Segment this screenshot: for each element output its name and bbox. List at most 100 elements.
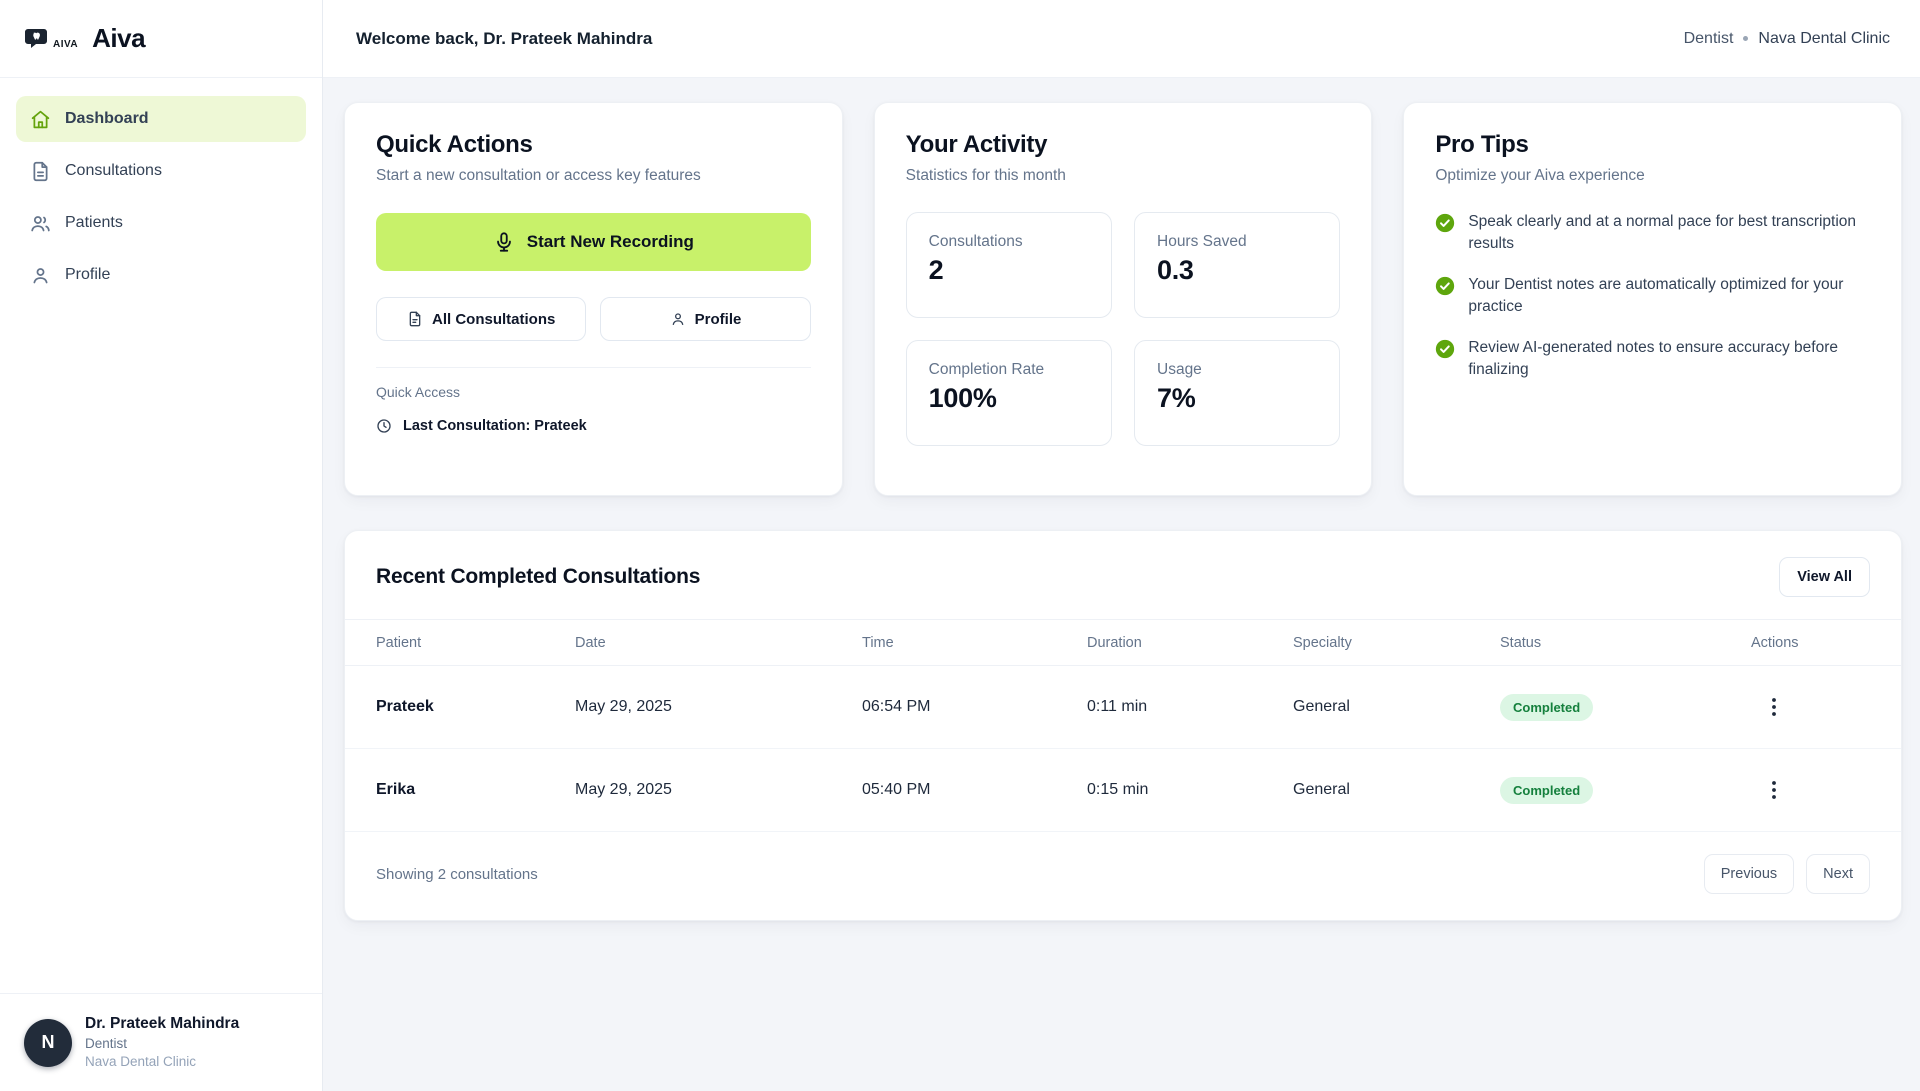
table-footer: Showing 2 consultations Previous Next bbox=[345, 832, 1901, 920]
quick-actions-subtitle: Start a new consultation or access key f… bbox=[376, 167, 701, 184]
last-consultation-link[interactable]: Last Consultation: Prateek bbox=[376, 418, 811, 434]
sidebar-item-label: Patients bbox=[65, 214, 123, 231]
sidebar-item-profile[interactable]: Profile bbox=[16, 252, 306, 298]
cell-status: Completed bbox=[1500, 693, 1751, 721]
brand-name: Aiva bbox=[92, 23, 146, 53]
quick-access-label: Quick Access bbox=[376, 384, 461, 400]
stat-hours-saved: Hours Saved 0.3 bbox=[1134, 212, 1341, 318]
status-badge: Completed bbox=[1500, 693, 1594, 721]
next-page-button[interactable]: Next bbox=[1806, 854, 1870, 894]
last-consultation-label: Last Consultation: Prateek bbox=[403, 418, 587, 434]
cell-specialty: General bbox=[1293, 781, 1350, 798]
quick-actions-card: Quick Actions Start a new consultation o… bbox=[344, 102, 843, 496]
sidebar-item-consultations[interactable]: Consultations bbox=[16, 148, 306, 194]
cell-specialty: General bbox=[1293, 698, 1350, 715]
microphone-icon bbox=[496, 232, 511, 252]
sidebar-item-patients[interactable]: Patients bbox=[16, 200, 306, 246]
stat-value: 7% bbox=[1157, 383, 1196, 413]
stat-label: Consultations bbox=[928, 233, 1023, 250]
quick-actions-secondary-row: All Consultations Profile bbox=[376, 297, 811, 341]
sidebar: AIVA Aiva Dashboard Consultations Patien… bbox=[0, 0, 323, 1091]
table-column-headers: Patient Date Time Duration Specialty Sta… bbox=[345, 619, 1901, 666]
stat-value: 100% bbox=[928, 383, 997, 413]
column-header-date: Date bbox=[575, 634, 606, 651]
sidebar-user-card[interactable]: N Dr. Prateek Mahindra Dentist Nava Dent… bbox=[0, 993, 322, 1091]
cell-patient: Erika bbox=[376, 781, 416, 798]
table-header: Recent Completed Consultations View All bbox=[345, 531, 1901, 619]
sidebar-nav: Dashboard Consultations Patients Profile bbox=[0, 78, 322, 316]
row-actions-menu-button[interactable] bbox=[1759, 775, 1789, 805]
activity-card: Your Activity Statistics for this month … bbox=[873, 102, 1373, 496]
column-header-duration: Duration bbox=[1087, 634, 1142, 651]
tip-text: Speak clearly and at a normal pace for b… bbox=[1468, 213, 1857, 253]
summary-cards-row: Quick Actions Start a new consultation o… bbox=[344, 102, 1903, 496]
stat-consultations: Consultations 2 bbox=[905, 212, 1112, 318]
sidebar-user-info: Dr. Prateek Mahindra Dentist Nava Dental… bbox=[85, 1014, 239, 1071]
document-icon bbox=[409, 311, 421, 327]
table-row[interactable]: Erika May 29, 2025 05:40 PM 0:15 min Gen… bbox=[345, 749, 1901, 832]
sidebar-item-label: Profile bbox=[65, 266, 111, 283]
tip-item: Your Dentist notes are automatically opt… bbox=[1435, 274, 1870, 319]
pro-tips-subtitle: Optimize your Aiva experience bbox=[1435, 167, 1645, 184]
activity-stats-grid: Consultations 2 Hours Saved 0.3 Completi… bbox=[905, 212, 1341, 446]
user-icon bbox=[672, 313, 684, 325]
all-consultations-label: All Consultations bbox=[432, 310, 556, 328]
status-badge: Completed bbox=[1500, 776, 1594, 804]
sidebar-item-dashboard[interactable]: Dashboard bbox=[16, 96, 306, 142]
tip-item: Speak clearly and at a normal pace for b… bbox=[1435, 211, 1870, 256]
tip-item: Review AI-generated notes to ensure accu… bbox=[1435, 337, 1870, 382]
users-icon bbox=[31, 215, 50, 231]
pro-tips-title: Pro Tips bbox=[1435, 131, 1529, 158]
quick-actions-title: Quick Actions bbox=[376, 131, 533, 158]
home-icon bbox=[31, 110, 50, 128]
check-circle-icon bbox=[1436, 276, 1455, 296]
cell-date: May 29, 2025 bbox=[575, 781, 672, 798]
aiva-logo-icon: AIVA bbox=[24, 26, 78, 52]
tip-text: Your Dentist notes are automatically opt… bbox=[1468, 275, 1844, 316]
stat-usage: Usage 7% bbox=[1134, 340, 1341, 446]
document-icon bbox=[33, 161, 48, 181]
app-logo: AIVA Aiva bbox=[0, 0, 322, 78]
topbar-user-context: Dentist Nava Dental Clinic bbox=[1684, 30, 1890, 48]
avatar: N bbox=[24, 1018, 72, 1067]
pro-tips-card: Pro Tips Optimize your Aiva experience S… bbox=[1403, 102, 1903, 496]
check-circle-icon bbox=[1436, 213, 1455, 233]
cell-actions bbox=[1751, 692, 1870, 722]
start-new-recording-button[interactable]: Start New Recording bbox=[376, 213, 811, 271]
stat-label: Hours Saved bbox=[1157, 233, 1247, 250]
sidebar-item-label: Consultations bbox=[65, 162, 162, 179]
header-role: Dentist bbox=[1683, 29, 1734, 47]
table-title: Recent Completed Consultations bbox=[376, 565, 701, 588]
cell-actions bbox=[1751, 775, 1870, 805]
start-new-recording-label: Start New Recording bbox=[526, 232, 694, 251]
vertical-ellipsis-icon bbox=[1772, 698, 1776, 716]
cell-duration: 0:15 min bbox=[1087, 781, 1149, 798]
vertical-ellipsis-icon bbox=[1772, 781, 1776, 799]
clock-icon bbox=[377, 419, 391, 433]
previous-page-button[interactable]: Previous bbox=[1703, 854, 1795, 894]
pagination: Previous Next bbox=[1703, 854, 1870, 894]
dot-separator bbox=[1743, 36, 1749, 41]
recent-consultations-card: Recent Completed Consultations View All … bbox=[344, 530, 1902, 921]
header-clinic: Nava Dental Clinic bbox=[1758, 29, 1890, 47]
column-header-actions: Actions bbox=[1751, 634, 1799, 651]
profile-button[interactable]: Profile bbox=[600, 297, 811, 341]
all-consultations-button[interactable]: All Consultations bbox=[376, 297, 587, 341]
table-row[interactable]: Prateek May 29, 2025 06:54 PM 0:11 min G… bbox=[345, 666, 1901, 749]
activity-subtitle: Statistics for this month bbox=[905, 167, 1066, 184]
view-all-button[interactable]: View All bbox=[1779, 557, 1870, 597]
user-role: Dentist bbox=[85, 1035, 128, 1051]
cell-time: 05:40 PM bbox=[862, 781, 931, 798]
check-circle-icon bbox=[1436, 339, 1455, 359]
column-header-status: Status bbox=[1500, 634, 1542, 651]
activity-title: Your Activity bbox=[905, 131, 1048, 158]
user-name: Dr. Prateek Mahindra bbox=[85, 1015, 240, 1033]
stat-value: 0.3 bbox=[1157, 255, 1194, 285]
cell-patient: Prateek bbox=[376, 698, 434, 715]
profile-button-label: Profile bbox=[694, 310, 742, 328]
main-area: Welcome back, Dr. Prateek Mahindra Denti… bbox=[323, 0, 1920, 1091]
top-bar: Welcome back, Dr. Prateek Mahindra Denti… bbox=[323, 0, 1920, 78]
row-actions-menu-button[interactable] bbox=[1759, 692, 1789, 722]
stat-label: Completion Rate bbox=[928, 361, 1045, 378]
cell-time: 06:54 PM bbox=[862, 698, 931, 715]
